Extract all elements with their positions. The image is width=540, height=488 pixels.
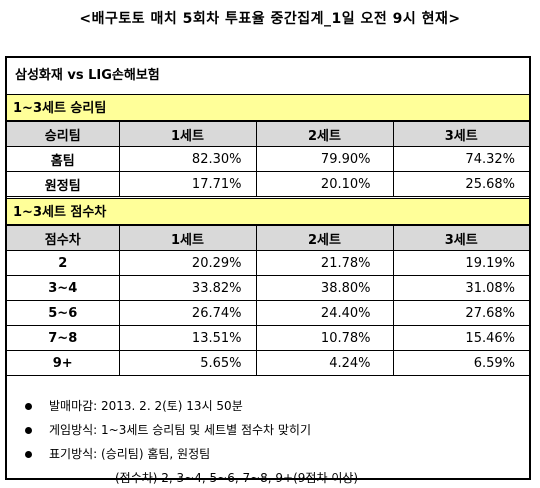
row-label: 7~8 bbox=[7, 325, 120, 351]
cell-value: 15.46% bbox=[392, 325, 529, 351]
vote-rate-table: 삼성화재 vs LIG손해보험 1~3세트 승리팀 승리팀 1세트 2세트 3세… bbox=[5, 56, 531, 485]
column-header: 1세트 bbox=[118, 121, 257, 147]
cell-value: 4.24% bbox=[255, 350, 394, 376]
table-row: 9+ 5.65% 4.24% 6.59% bbox=[7, 350, 529, 376]
column-header: 1세트 bbox=[118, 225, 257, 251]
table-row: 5~6 26.74% 24.40% 27.68% bbox=[7, 300, 529, 326]
table-header-row: 승리팀 1세트 2세트 3세트 bbox=[7, 121, 529, 147]
row-label: 9+ bbox=[7, 350, 120, 376]
cell-value: 21.78% bbox=[255, 250, 394, 276]
margin-table: 점수차 1세트 2세트 3세트 2 20.29% 21.78% 19.19% 3… bbox=[7, 225, 529, 376]
column-header: 2세트 bbox=[255, 225, 394, 251]
note-text: 게임방식: 1~3세트 승리팀 및 세트별 점수차 맞히기 bbox=[49, 423, 312, 437]
row-label: 3~4 bbox=[7, 275, 120, 301]
row-label: 원정팀 bbox=[7, 171, 120, 197]
cell-value: 20.10% bbox=[255, 171, 394, 197]
column-header: 2세트 bbox=[255, 121, 394, 147]
cell-value: 25.68% bbox=[392, 171, 529, 197]
cell-value: 38.80% bbox=[255, 275, 394, 301]
note-text: (점수차) 2, 3~4, 5~6, 7~8, 9+(9점차 이상) bbox=[115, 471, 359, 485]
cell-value: 26.74% bbox=[118, 300, 257, 326]
cell-value: 33.82% bbox=[118, 275, 257, 301]
table-row: 7~8 13.51% 10.78% 15.46% bbox=[7, 325, 529, 351]
row-label: 홈팀 bbox=[7, 146, 120, 172]
column-header: 승리팀 bbox=[7, 121, 120, 147]
cell-value: 20.29% bbox=[118, 250, 257, 276]
table-row: 2 20.29% 21.78% 19.19% bbox=[7, 250, 529, 276]
section-heading-winner: 1~3세트 승리팀 bbox=[7, 94, 529, 121]
table-row: 원정팀 17.71% 20.10% 25.68% bbox=[7, 171, 529, 197]
cell-value: 13.51% bbox=[118, 325, 257, 351]
table-row: 3~4 33.82% 38.80% 31.08% bbox=[7, 275, 529, 301]
note-text: 발매마감: 2013. 2. 2(토) 13시 50분 bbox=[49, 399, 243, 413]
column-header: 3세트 bbox=[392, 121, 529, 147]
match-title: 삼성화재 vs LIG손해보험 bbox=[15, 68, 160, 83]
section-heading-margin: 1~3세트 점수차 bbox=[7, 198, 529, 225]
page-title: <배구토토 매치 5회차 투표율 중간집계_1일 오전 9시 현재> bbox=[79, 11, 461, 27]
cell-value: 17.71% bbox=[118, 171, 257, 197]
cell-value: 5.65% bbox=[118, 350, 257, 376]
cell-value: 31.08% bbox=[392, 275, 529, 301]
row-label: 5~6 bbox=[7, 300, 120, 326]
cell-value: 19.19% bbox=[392, 250, 529, 276]
cell-value: 79.90% bbox=[255, 146, 394, 172]
cell-value: 24.40% bbox=[255, 300, 394, 326]
table-row: 홈팀 82.30% 79.90% 74.32% bbox=[7, 146, 529, 172]
bullet-icon bbox=[25, 427, 32, 434]
cell-value: 74.32% bbox=[392, 146, 529, 172]
cell-value: 10.78% bbox=[255, 325, 394, 351]
cell-value: 82.30% bbox=[118, 146, 257, 172]
column-header: 점수차 bbox=[7, 225, 120, 251]
row-label: 2 bbox=[7, 250, 120, 276]
table-header-row: 점수차 1세트 2세트 3세트 bbox=[7, 225, 529, 251]
bullet-icon bbox=[25, 403, 32, 410]
bullet-icon bbox=[25, 451, 32, 458]
note-text: 표기방식: (승리팀) 홈팀, 원정팀 bbox=[49, 447, 211, 461]
winner-table: 승리팀 1세트 2세트 3세트 홈팀 82.30% 79.90% 74.32% … bbox=[7, 121, 529, 197]
column-header: 3세트 bbox=[392, 225, 529, 251]
cell-value: 27.68% bbox=[392, 300, 529, 326]
cell-value: 6.59% bbox=[392, 350, 529, 376]
